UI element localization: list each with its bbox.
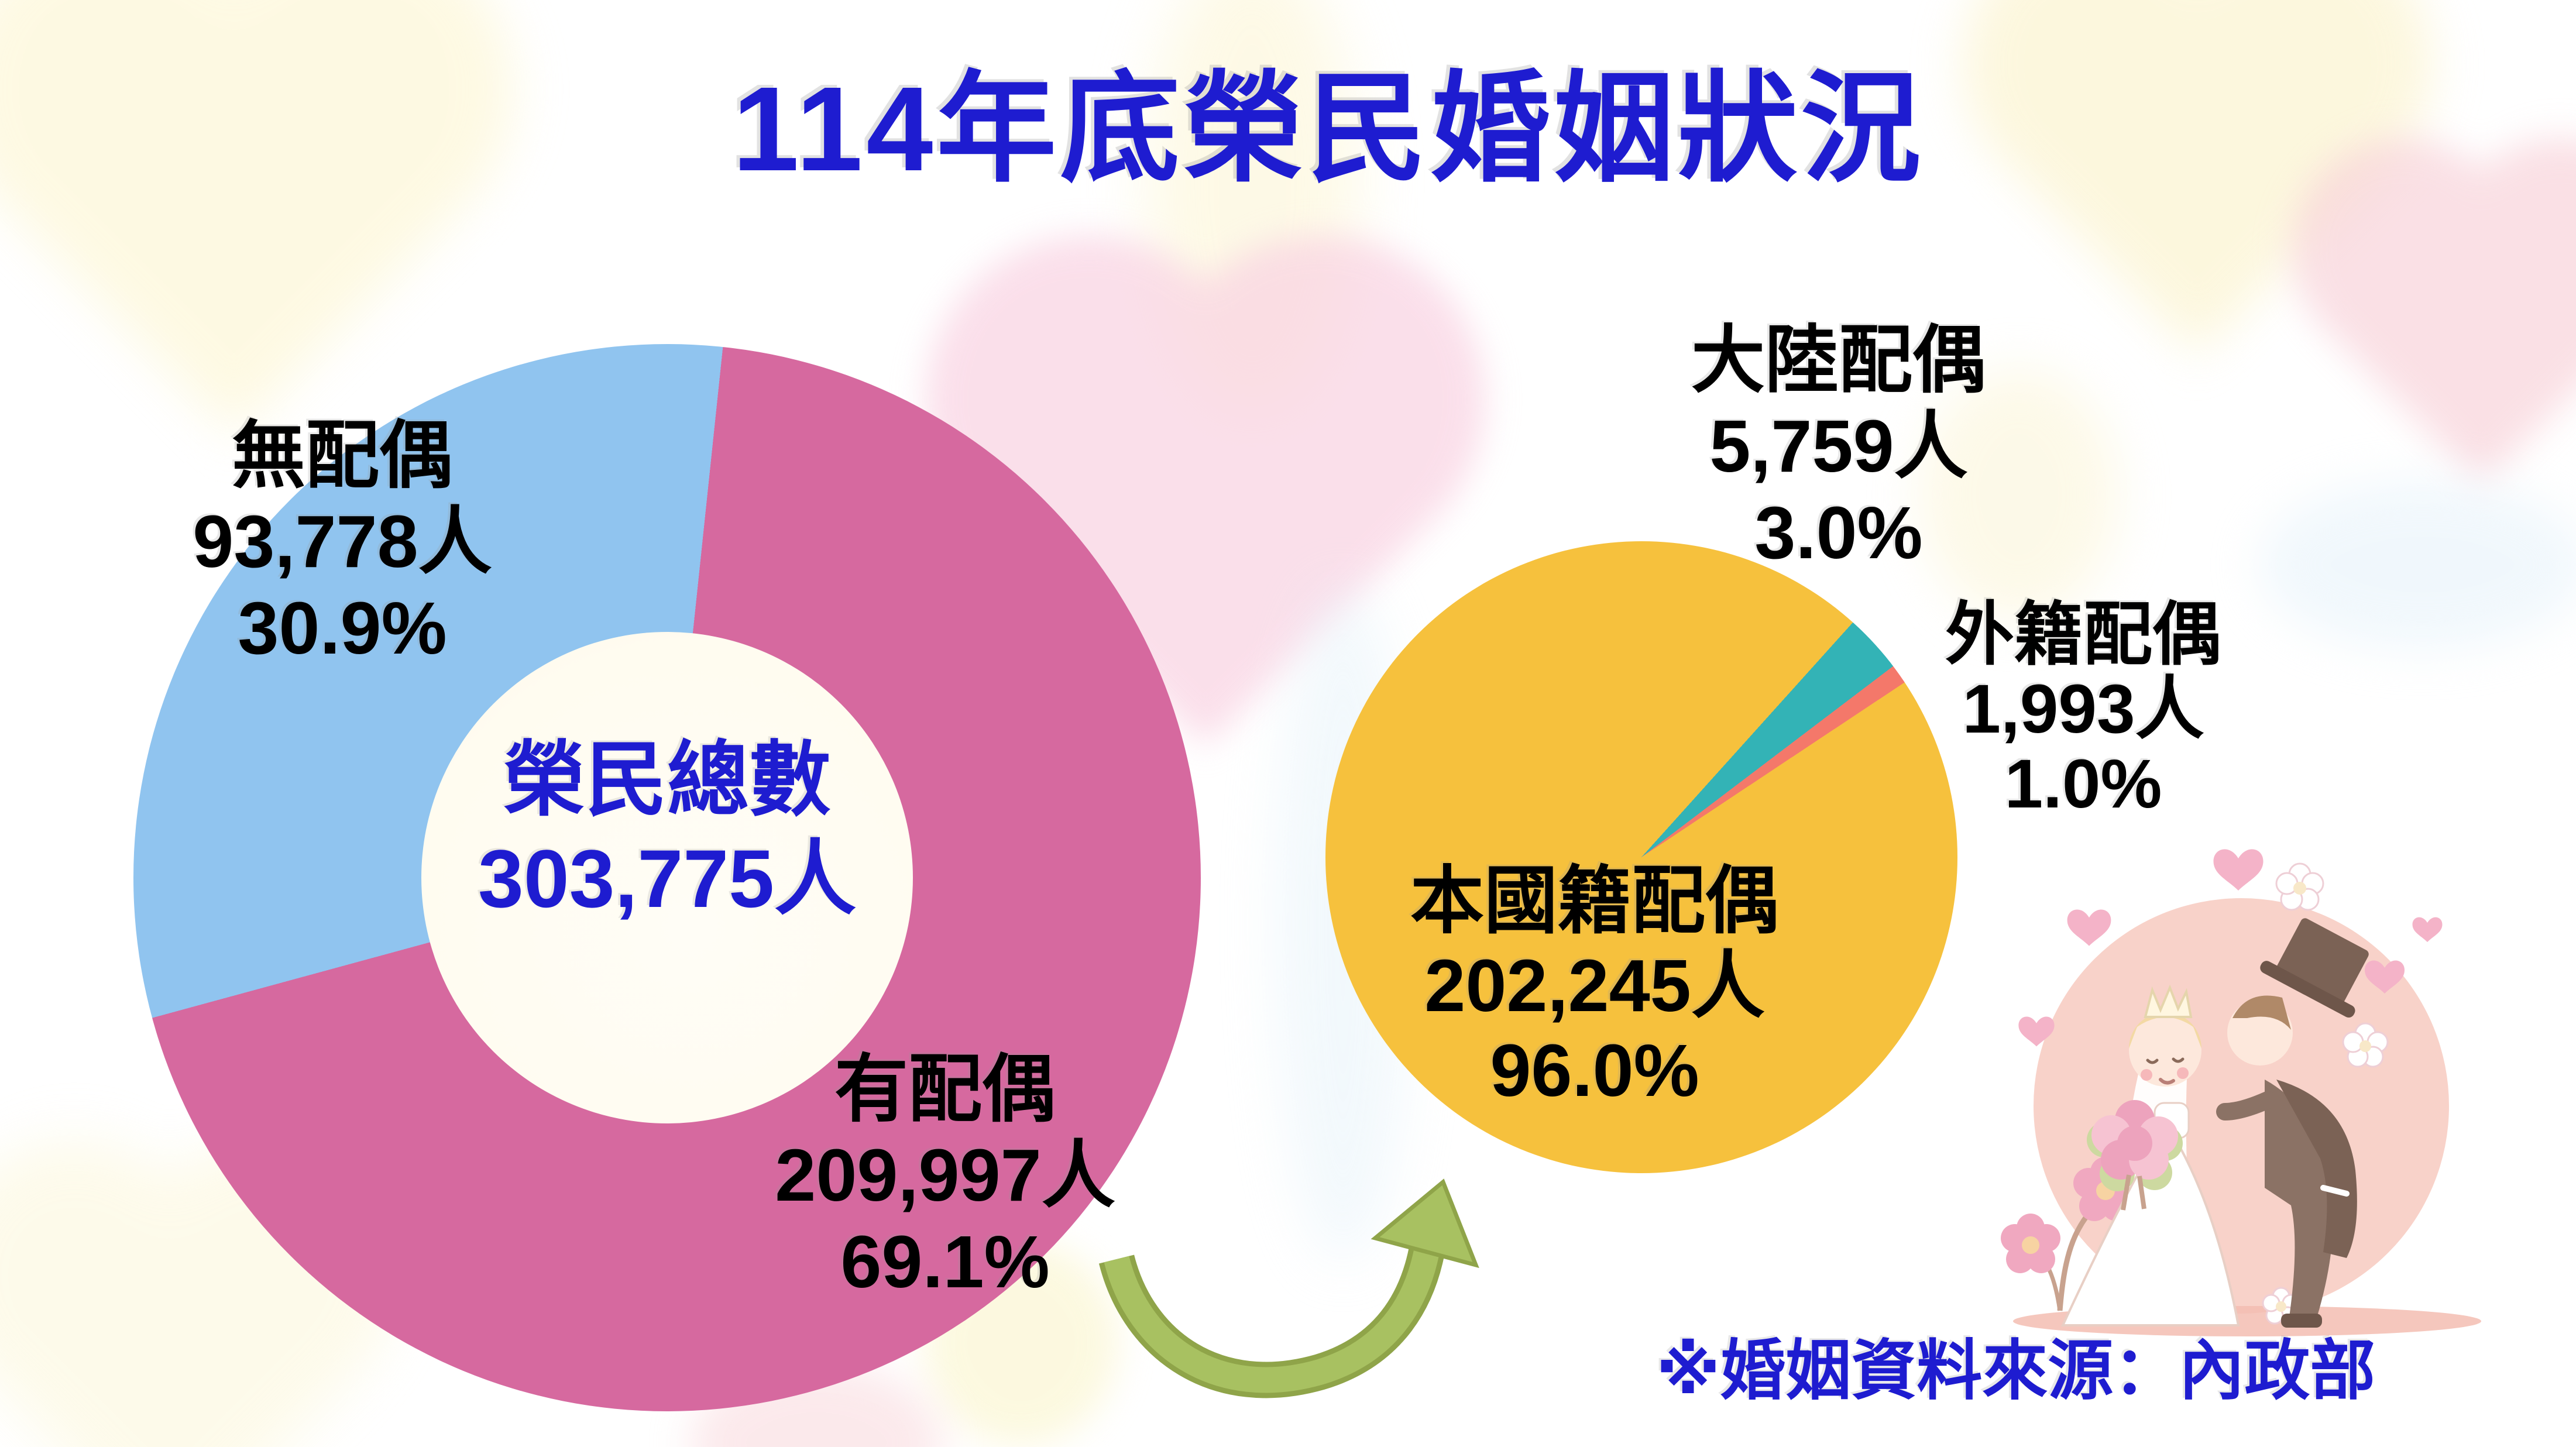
has-spouse-name: 有配偶 — [834, 1048, 1056, 1130]
bg-wash — [1919, 369, 2118, 620]
mainland-spouse-name: 大陸配偶 — [1691, 319, 1986, 401]
page-title: 114年底榮民婚姻狀況 — [732, 62, 1925, 196]
has-spouse-label: 有配偶 209,997人 69.1% — [682, 1046, 1208, 1305]
veteran-total-title: 榮民總數 — [503, 734, 831, 826]
bg-heart-wash — [2324, 170, 2576, 485]
domestic-spouse-label: 本國籍配偶 202,245人 96.0% — [1331, 859, 1858, 1113]
curved-arrow-icon — [1098, 1178, 1479, 1398]
mainland-spouse-count: 5,759人 — [1709, 405, 1968, 488]
domestic-spouse-percent: 96.0% — [1490, 1029, 1699, 1112]
bg-heart-wash — [2, 0, 466, 436]
bride — [2060, 984, 2240, 1326]
domestic-spouse-name: 本國籍配偶 — [1410, 860, 1779, 942]
foreign-spouse-percent: 1.0% — [2004, 745, 2162, 823]
domestic-spouse-count: 202,245人 — [1424, 944, 1765, 1027]
bg-wash — [2259, 480, 2576, 649]
mainland-spouse-label: 大陸配偶 5,759人 3.0% — [1575, 317, 2102, 576]
spouse-nationality-pie-chart — [1325, 541, 1957, 1173]
groom — [2216, 918, 2369, 1328]
no-spouse-name: 無配偶 — [232, 414, 453, 497]
foreign-spouse-count: 1,993人 — [1962, 671, 2204, 748]
veteran-total-count: 303,775人 — [478, 833, 857, 925]
no-spouse-count: 93,778人 — [193, 500, 492, 583]
mainland-spouse-percent: 3.0% — [1754, 491, 1923, 574]
foreign-spouse-label: 外籍配偶 1,993人 1.0% — [1820, 596, 2347, 823]
no-spouse-percent: 30.9% — [238, 586, 447, 669]
veteran-total-label: 榮民總數 303,775人 — [345, 730, 989, 929]
has-spouse-count: 209,997人 — [775, 1134, 1115, 1217]
foreign-spouse-name: 外籍配偶 — [1945, 596, 2221, 673]
wedding-couple-illustration — [2001, 849, 2481, 1336]
white-daisies — [2262, 862, 2389, 1325]
no-spouse-label: 無配偶 93,778人 30.9% — [79, 413, 606, 671]
small-hearts — [2018, 849, 2443, 1047]
donut-hole — [421, 632, 913, 1123]
data-source-note: ※婚姻資料來源：內政部 — [1656, 1334, 2376, 1407]
has-spouse-percent: 69.1% — [840, 1220, 1050, 1303]
